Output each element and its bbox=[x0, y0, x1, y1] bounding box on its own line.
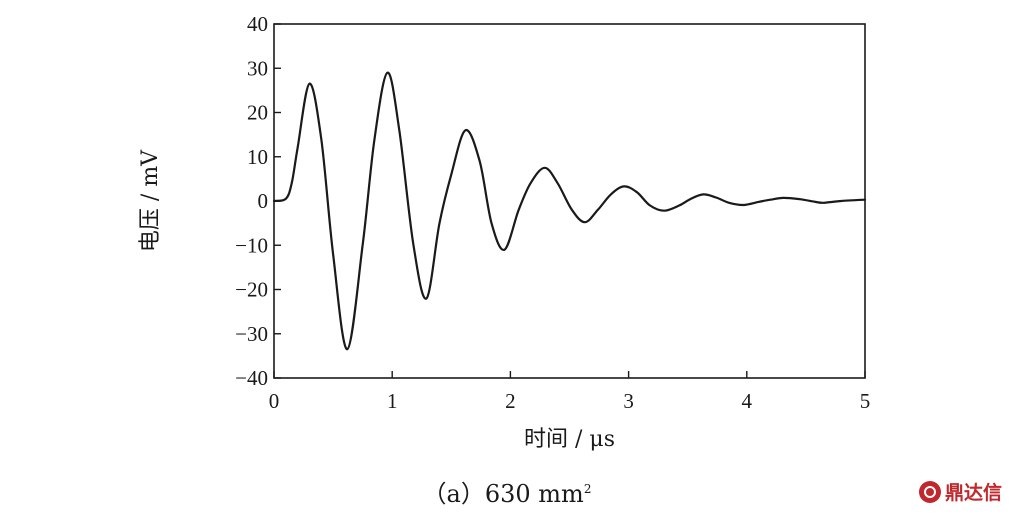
brand-logo-icon bbox=[918, 480, 941, 503]
plot-frame bbox=[273, 23, 866, 379]
watermark-text: 鼎达信 bbox=[944, 482, 1002, 504]
y-tick-label: −40 bbox=[235, 366, 268, 390]
figure-caption: （a）630 mm2 bbox=[0, 474, 1014, 509]
y-tick-label: −10 bbox=[235, 233, 268, 257]
series-line-voltage bbox=[272, 71, 867, 351]
x-axis-ticks: 0 1 2 3 4 5 bbox=[269, 371, 871, 413]
x-tick-label: 4 bbox=[742, 389, 753, 413]
x-tick-label: 5 bbox=[860, 389, 871, 413]
x-axis-label: 时间 / μs bbox=[524, 427, 615, 452]
x-tick-label: 3 bbox=[623, 389, 634, 413]
y-tick-label: 20 bbox=[247, 101, 268, 125]
y-axis-label: 电压 / mV bbox=[138, 149, 163, 252]
caption-text: （a）630 mm bbox=[422, 480, 584, 508]
y-tick-label: 10 bbox=[247, 145, 268, 169]
y-axis-ticks: 40 30 20 10 0 −10 −20 −30 −40 bbox=[235, 12, 281, 390]
chart: 40 30 20 10 0 −10 −20 −30 −40 0 1 2 3 4 5 时间 / μs 电压 … bbox=[138, 12, 871, 452]
watermark: 鼎达信 bbox=[918, 478, 1002, 505]
y-tick-label: 0 bbox=[258, 189, 269, 213]
y-tick-label: 30 bbox=[247, 56, 268, 80]
y-tick-label: −20 bbox=[235, 278, 268, 302]
y-tick-label: −30 bbox=[235, 322, 268, 346]
y-tick-label: 40 bbox=[247, 12, 268, 36]
caption-superscript: 2 bbox=[583, 482, 592, 496]
x-tick-label: 2 bbox=[505, 389, 516, 413]
x-tick-label: 0 bbox=[269, 389, 280, 413]
x-tick-label: 1 bbox=[387, 389, 398, 413]
